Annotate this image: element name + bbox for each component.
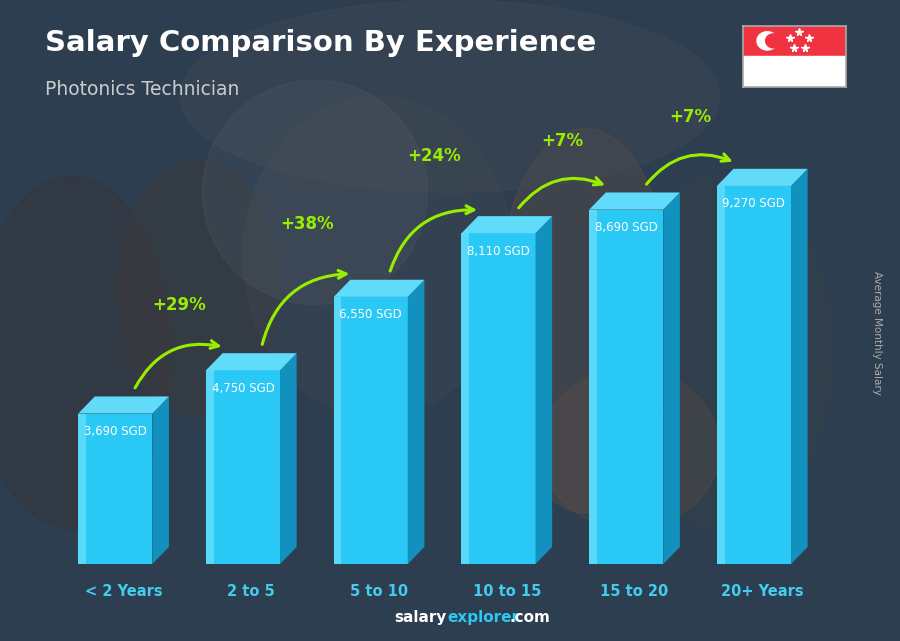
Ellipse shape [202,80,428,304]
Polygon shape [462,216,552,233]
Text: 15 to 20: 15 to 20 [600,585,669,599]
Ellipse shape [243,96,513,417]
Text: 20+ Years: 20+ Years [721,585,804,599]
Ellipse shape [608,176,832,529]
Text: 2 to 5: 2 to 5 [228,585,275,599]
Bar [742,56,846,87]
Polygon shape [663,192,680,564]
Text: 3,690 SGD: 3,690 SGD [84,425,147,438]
Ellipse shape [180,0,720,192]
Text: < 2 Years: < 2 Years [85,585,162,599]
Text: 10 to 15: 10 to 15 [472,585,541,599]
Polygon shape [206,370,280,564]
Text: 4,750 SGD: 4,750 SGD [212,382,274,395]
Polygon shape [206,370,213,564]
Polygon shape [78,413,152,564]
Polygon shape [590,210,597,564]
Text: salary: salary [394,610,446,625]
Polygon shape [280,353,297,564]
Polygon shape [152,396,169,564]
Polygon shape [408,279,425,564]
Text: Photonics Technician: Photonics Technician [45,80,239,99]
Text: Average Monthly Salary: Average Monthly Salary [872,271,883,395]
Text: 6,550 SGD: 6,550 SGD [339,308,402,321]
Polygon shape [590,192,680,210]
Polygon shape [334,297,408,564]
Polygon shape [206,353,297,370]
Polygon shape [334,279,425,297]
Polygon shape [334,297,341,564]
Text: +24%: +24% [408,147,462,165]
Ellipse shape [495,128,675,513]
Text: .com: .com [509,610,550,625]
Polygon shape [462,233,469,564]
Ellipse shape [117,160,279,417]
Polygon shape [717,169,807,186]
Text: +7%: +7% [669,108,711,126]
Circle shape [766,34,781,48]
Polygon shape [717,186,791,564]
Polygon shape [462,233,536,564]
Text: Salary Comparison By Experience: Salary Comparison By Experience [45,29,596,57]
Text: 8,110 SGD: 8,110 SGD [467,245,530,258]
Text: +38%: +38% [280,215,334,233]
Ellipse shape [540,369,720,529]
Polygon shape [791,169,807,564]
Text: 5 to 10: 5 to 10 [350,585,408,599]
Polygon shape [536,216,552,564]
Bar [742,26,846,56]
Text: 9,270 SGD: 9,270 SGD [723,197,786,210]
Text: +7%: +7% [541,131,583,149]
Text: +29%: +29% [152,296,206,315]
Text: explorer: explorer [447,610,519,625]
Text: 8,690 SGD: 8,690 SGD [595,221,658,234]
Polygon shape [78,413,86,564]
Polygon shape [717,186,725,564]
Circle shape [757,31,778,50]
Polygon shape [590,210,663,564]
Polygon shape [78,396,169,413]
Ellipse shape [0,176,171,529]
